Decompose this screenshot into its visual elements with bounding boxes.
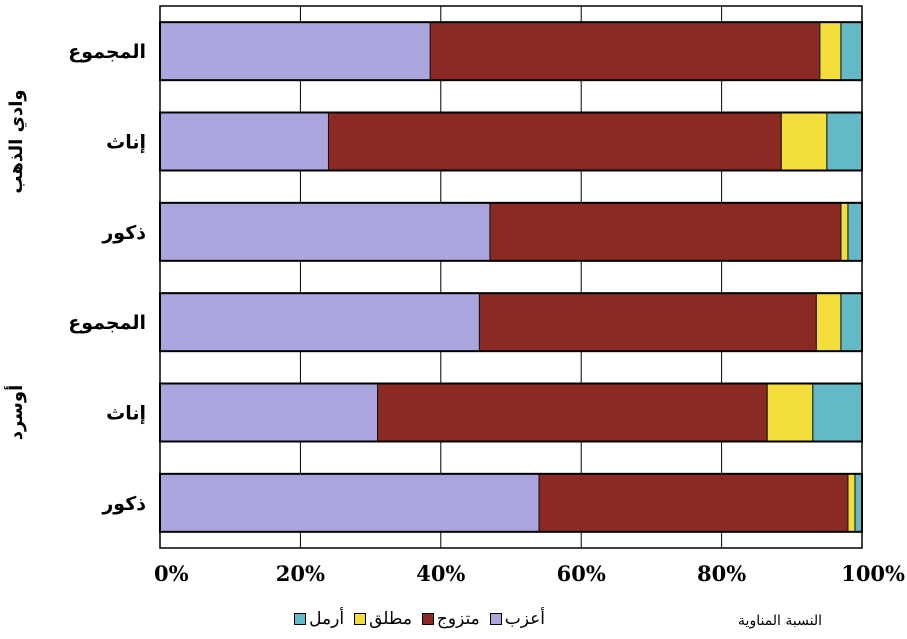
bar-segment <box>819 21 842 81</box>
category-label: إناث <box>106 132 146 154</box>
plot-area <box>159 5 863 549</box>
bar-segment <box>840 21 863 81</box>
bar-outline <box>159 21 863 82</box>
bar-segment <box>815 292 842 352</box>
bar-segment <box>159 21 431 81</box>
category-label: ذكور <box>101 493 146 515</box>
legend-label: أعزب <box>504 609 545 629</box>
legend-swatch <box>354 613 367 625</box>
bar-segment <box>840 292 863 352</box>
chart-legend: أعزب متزوج مطلق أرمل <box>294 609 545 629</box>
legend-item: أعزب <box>489 609 545 629</box>
bar-segment <box>327 112 782 171</box>
x-tick-label: 80% <box>697 561 746 586</box>
bar-segment <box>478 292 817 352</box>
bar-segment <box>780 112 828 171</box>
bar-outline <box>159 201 863 262</box>
x-tick-label: 100% <box>841 561 905 586</box>
legend-swatch <box>489 613 502 625</box>
category-label: إناث <box>106 403 146 425</box>
category-label: المجموع <box>68 312 146 334</box>
legend-item: مطلق <box>354 609 412 629</box>
bar-outline <box>159 292 863 353</box>
bar-segment <box>840 202 849 262</box>
group-label: وادي الذهب <box>6 89 27 193</box>
bar-outline <box>159 472 863 533</box>
bar-segment <box>847 202 863 262</box>
bar-segment <box>489 202 842 262</box>
x-axis-caption: النسبة المناوية <box>738 613 822 629</box>
bar-segment <box>159 202 491 262</box>
bar-segment <box>826 112 863 171</box>
bar-segment <box>377 383 768 442</box>
bar-outline <box>159 382 863 443</box>
legend-swatch <box>421 613 434 625</box>
legend-label: متزوج <box>436 609 480 629</box>
bar-segment <box>159 383 379 442</box>
group-label: أوسرد <box>4 385 27 441</box>
bar-segment <box>159 473 540 533</box>
bar-segment <box>159 112 329 171</box>
x-tick-label: 40% <box>416 561 465 586</box>
bar-outline <box>159 111 863 172</box>
bar-segment <box>854 473 863 533</box>
x-tick-label: 20% <box>276 561 325 586</box>
x-tick-label: 0% <box>154 561 189 586</box>
bar-segment <box>847 473 856 533</box>
legend-swatch <box>294 613 307 625</box>
bar-segment <box>766 383 814 442</box>
bar-segment <box>159 292 480 352</box>
x-tick-label: 60% <box>557 561 606 586</box>
legend-item: أرمل <box>294 609 344 629</box>
bar-segment <box>429 21 821 81</box>
legend-item: متزوج <box>421 609 480 629</box>
legend-label: أرمل <box>309 609 345 629</box>
bar-segment <box>812 383 863 442</box>
legend-label: مطلق <box>369 609 412 629</box>
category-label: ذكور <box>101 222 146 244</box>
category-label: المجموع <box>68 41 146 63</box>
bar-segment <box>538 473 849 533</box>
